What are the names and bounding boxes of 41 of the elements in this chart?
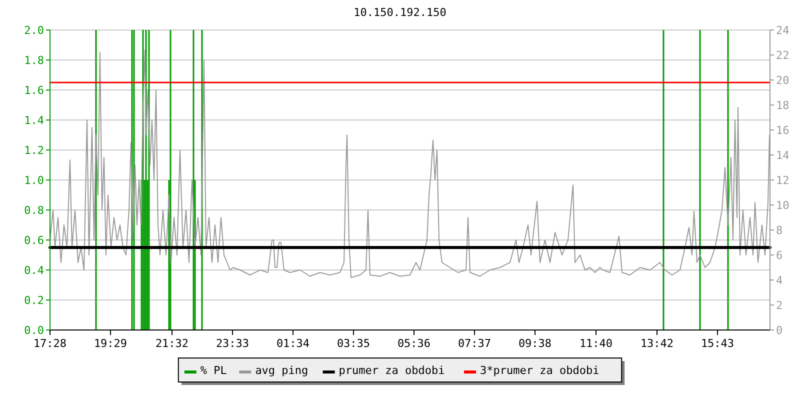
x-tick-label: 19:29 bbox=[94, 337, 128, 350]
y-tick-label: 1.8 bbox=[24, 54, 44, 67]
y-tick-label: 0.4 bbox=[24, 264, 44, 277]
x-tick-label: 05:36 bbox=[397, 337, 431, 350]
x-tick-label: 15:43 bbox=[700, 337, 734, 350]
x-tick-label: 01:34 bbox=[276, 337, 310, 350]
y2-tick-label: 8 bbox=[776, 224, 783, 237]
y-tick-label: 1.6 bbox=[24, 84, 44, 97]
y2-tick-label: 24 bbox=[776, 24, 790, 37]
y2-tick-label: 6 bbox=[776, 249, 783, 262]
y-tick-label: 1.2 bbox=[24, 144, 44, 157]
x-tick-label: 09:38 bbox=[518, 337, 552, 350]
x-tick-label: 13:42 bbox=[640, 337, 674, 350]
y2-tick-label: 2 bbox=[776, 299, 783, 312]
legend-label: prumer za obdobi bbox=[338, 364, 445, 377]
legend-label: avg ping bbox=[255, 364, 308, 377]
y2-tick-label: 12 bbox=[776, 174, 790, 187]
y-tick-label: 2.0 bbox=[24, 24, 44, 37]
x-tick-label: 07:37 bbox=[458, 337, 492, 350]
y-tick-label: 1.0 bbox=[24, 174, 44, 187]
x-tick-label: 03:35 bbox=[336, 337, 370, 350]
y2-tick-label: 0 bbox=[776, 324, 783, 337]
y2-tick-label: 18 bbox=[776, 99, 790, 112]
x-tick-label: 11:40 bbox=[579, 337, 613, 350]
x-tick-label: 23:33 bbox=[216, 337, 250, 350]
x-tick-label: 21:32 bbox=[155, 337, 189, 350]
y2-tick-label: 4 bbox=[776, 274, 783, 287]
y-tick-label: 0.8 bbox=[24, 204, 44, 217]
y-tick-label: 0.0 bbox=[24, 324, 44, 337]
y-tick-label: 0.6 bbox=[24, 234, 44, 247]
legend-label: % PL bbox=[200, 364, 228, 377]
y-tick-label: 1.4 bbox=[24, 114, 44, 127]
y-tick-label: 0.2 bbox=[24, 294, 44, 307]
y2-tick-label: 22 bbox=[776, 49, 790, 62]
x-tick-label: 17:28 bbox=[33, 337, 67, 350]
y2-tick-label: 10 bbox=[776, 199, 790, 212]
y2-tick-label: 16 bbox=[776, 124, 790, 137]
legend-label: 3*prumer za obdobi bbox=[480, 364, 600, 377]
chart-title: 10.150.192.150 bbox=[354, 6, 446, 19]
y2-tick-label: 14 bbox=[776, 149, 790, 162]
y2-tick-label: 20 bbox=[776, 74, 790, 87]
